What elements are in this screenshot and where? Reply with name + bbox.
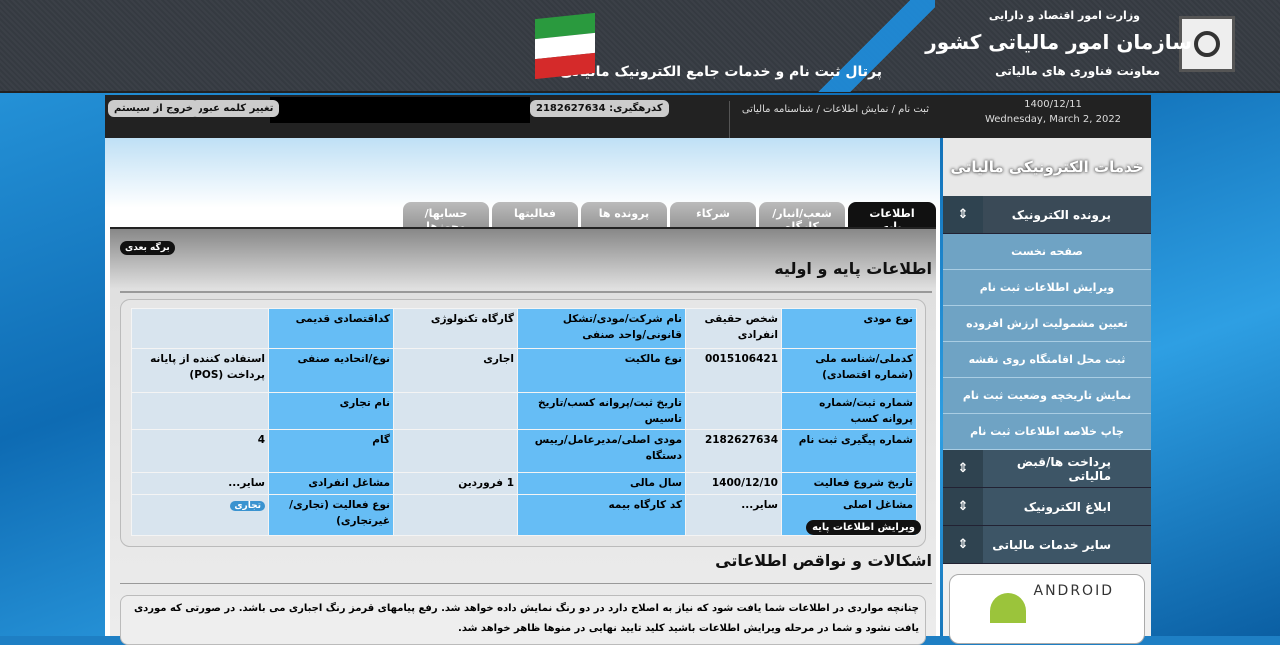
breadcrumb: ثبت نام / نمایش اطلاعات / شناسنامه مالیا… — [729, 101, 929, 139]
field-value: 0015106421 — [685, 348, 782, 393]
field-label: کدملی/شناسه ملی (شماره اقتصادی) — [781, 348, 917, 393]
android-label: ANDROID — [1033, 583, 1114, 599]
sidebar-logo: خدمات الکترونیکی مالیاتی — [943, 138, 1151, 196]
notice-text: چنانچه مواردی در اطلاعات شما یافت شود که… — [120, 595, 926, 645]
activity-type-badge: تجاری — [230, 501, 265, 511]
field-value — [131, 308, 269, 349]
iran-flag-icon — [535, 12, 595, 81]
top-bar: 1400/12/11 Wednesday, March 2, 2022 ثبت ن… — [105, 95, 1151, 139]
table-row: شماره ثبت/شماره پروانه کسب تاریخ ثبت/پروا… — [131, 392, 917, 430]
field-label: تاریخ ثبت/پروانه کسب/تاریخ تاسیس — [517, 392, 686, 430]
date-en: Wednesday, March 2, 2022 — [984, 114, 1122, 125]
field-value: تجاری — [131, 494, 269, 536]
field-value — [131, 392, 269, 430]
field-value: استفاده کننده از پایانه پرداخت (POS) — [131, 348, 269, 393]
field-label: مودی اصلی/مدیرعامل/رییس دستگاه — [517, 429, 686, 473]
sidebar-item[interactable]: تعیین مشمولیت ارزش افزوده — [943, 306, 1151, 342]
table-row: کدملی/شناسه ملی (شماره اقتصادی) 001510642… — [131, 348, 917, 393]
field-value: 1400/12/10 — [685, 472, 782, 495]
redacted-area — [270, 97, 530, 123]
field-value: 4 — [131, 429, 269, 473]
field-value — [393, 494, 518, 536]
sidebar-item[interactable]: نمایش تاریخچه وضعیت ثبت نام — [943, 378, 1151, 414]
field-value — [393, 429, 518, 473]
field-label: نوع/اتحادیه صنفی — [268, 348, 394, 393]
sidebar-item[interactable]: ثبت محل اقامتگاه روی نقشه — [943, 342, 1151, 378]
field-label: نام شرکت/مودی/تشکل قانونی/واحد صنفی — [517, 308, 686, 349]
table-row: شماره پیگیری ثبت نام 2182627634 مودی اصلی/… — [131, 429, 917, 473]
issues-title: اشکالات و نواقص اطلاعاتی — [715, 551, 932, 570]
basic-info-table: نوع مودی شخص حقیقی انفرادی نام شرکت/مودی/ت… — [131, 308, 917, 536]
tax-org-logo — [1179, 16, 1235, 72]
divider — [120, 291, 932, 293]
field-label: مشاغل انفرادی — [268, 472, 394, 495]
table-row: تاریخ شروع فعالیت 1400/12/10 سال مالی 1 فرو… — [131, 472, 917, 495]
site-header: وزارت امور اقتصاد و دارایی سازمان امور م… — [0, 0, 1280, 93]
portal-title: پرتال ثبت نام و خدمات جامع الکترونیک مال… — [560, 64, 882, 80]
tracking-code: کدرهگیری: 2182627634 — [530, 100, 669, 117]
sidebar-item[interactable]: ویرایش اطلاعات ثبت نام — [943, 270, 1151, 306]
field-label: شماره ثبت/شماره پروانه کسب — [781, 392, 917, 430]
section-title: اطلاعات پایه و اولیه — [774, 259, 932, 278]
sidebar: خدمات الکترونیکی مالیاتی پرونده الکترونی… — [943, 138, 1151, 644]
main-content: اطلاعات پایه شعب/انبار/کارگاه شرکاء پرون… — [105, 138, 940, 645]
sidebar-group-label: پرونده الکترونیک — [1011, 207, 1111, 222]
field-label: شماره پیگیری ثبت نام — [781, 429, 917, 473]
sidebar-group-label: سایر خدمات مالیاتی — [992, 537, 1111, 552]
field-value: شخص حقیقی انفرادی — [685, 308, 782, 349]
field-label: تاریخ شروع فعالیت — [781, 472, 917, 495]
expand-arrows-icon[interactable]: ⇕ — [943, 196, 983, 233]
field-value: گارگاه تکنولوژی — [393, 308, 518, 349]
divider — [120, 583, 932, 584]
field-value: 2182627634 — [685, 429, 782, 473]
table-row: مشاغل اصلی سایر... کد کارگاه بیمه نوع فعالی… — [131, 494, 917, 536]
field-value: سایر... — [131, 472, 269, 495]
sidebar-group[interactable]: پرونده الکترونیک ⇕ — [943, 196, 1151, 234]
field-label: نوع مودی — [781, 308, 917, 349]
field-label: سال مالی — [517, 472, 686, 495]
field-label: گام — [268, 429, 394, 473]
sidebar-item[interactable]: چاپ خلاصه اطلاعات ثبت نام — [943, 414, 1151, 450]
field-label: نوع مالکیت — [517, 348, 686, 393]
deputy-name: معاونت فناوری های مالیاتی — [995, 64, 1160, 78]
field-value: سایر... — [685, 494, 782, 536]
org-name: سازمان امور مالیاتی کشور — [925, 30, 1192, 54]
field-value: 1 فروردین — [393, 472, 518, 495]
android-app-banner[interactable]: ANDROID — [949, 574, 1145, 644]
edit-basic-info-button[interactable]: ویرایش اطلاعات پایه — [806, 520, 921, 535]
date-fa: 1400/12/11 — [1024, 99, 1082, 110]
field-label: نام تجاری — [268, 392, 394, 430]
expand-arrows-icon[interactable]: ⇕ — [943, 450, 983, 487]
field-value — [393, 392, 518, 430]
date-display: 1400/12/11 Wednesday, March 2, 2022 — [973, 97, 1133, 127]
sidebar-group[interactable]: سایر خدمات مالیاتی ⇕ — [943, 526, 1151, 564]
logout-button[interactable]: خروج از سیستم — [108, 100, 200, 117]
sidebar-group[interactable]: ابلاغ الکترونیک ⇕ — [943, 488, 1151, 526]
sidebar-group-label: پرداخت ها/قبض مالیاتی — [1016, 454, 1111, 483]
next-page-button[interactable]: برگه بعدی — [120, 241, 175, 255]
table-row: نوع مودی شخص حقیقی انفرادی نام شرکت/مودی/ت… — [131, 308, 917, 349]
sidebar-group-label: ابلاغ الکترونیک — [1023, 499, 1111, 514]
expand-arrows-icon[interactable]: ⇕ — [943, 526, 983, 563]
checkmark-graphic — [815, 0, 935, 92]
expand-arrows-icon[interactable]: ⇕ — [943, 488, 983, 525]
field-value: اجاری — [393, 348, 518, 393]
sidebar-item[interactable]: صفحه نخست — [943, 234, 1151, 270]
info-box: نوع مودی شخص حقیقی انفرادی نام شرکت/مودی/ت… — [120, 299, 926, 547]
tab-panel: برگه بعدی اطلاعات پایه و اولیه نوع مودی ش… — [110, 227, 936, 645]
ministry-name: وزارت امور اقتصاد و دارایی — [988, 9, 1140, 22]
change-password-button[interactable]: تغییر کلمه عبور — [191, 100, 280, 117]
android-robot-icon — [990, 593, 1026, 623]
field-label: کد کارگاه بیمه — [517, 494, 686, 536]
field-label: کداقتصادی قدیمی — [268, 308, 394, 349]
field-label: نوع فعالیت (تجاری/غیرتجاری) — [268, 494, 394, 536]
field-value — [685, 392, 782, 430]
sidebar-group[interactable]: پرداخت ها/قبض مالیاتی ⇕ — [943, 450, 1151, 488]
